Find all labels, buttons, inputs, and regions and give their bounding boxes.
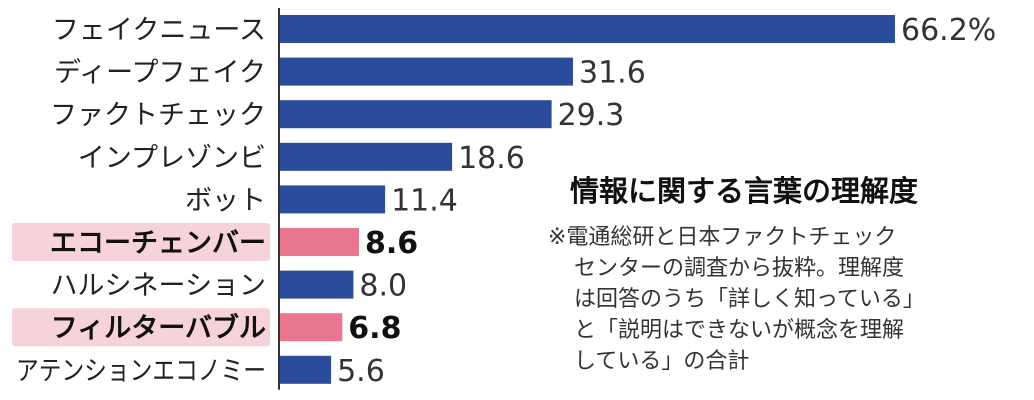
category-label: アテンションエコノミー xyxy=(16,356,266,387)
data-label: 8.0 xyxy=(359,269,407,304)
note-line: と「説明はできないが概念を理解 xyxy=(574,318,905,343)
chart-title: 情報に関する言葉の理解度 xyxy=(570,174,919,208)
bar xyxy=(279,15,895,43)
category-label: ボット xyxy=(185,185,266,216)
category-highlight-bg xyxy=(12,308,270,347)
data-label: 29.3 xyxy=(558,98,625,133)
category-label: ハルシネーション xyxy=(51,271,266,302)
note-line: は回答のうち「詳しく知っている」 xyxy=(574,287,925,312)
bar xyxy=(279,57,573,86)
category-label: エコーチェンバー xyxy=(50,228,266,259)
data-label: 5.6 xyxy=(337,354,385,389)
data-label: 18.6 xyxy=(458,141,525,176)
bar xyxy=(279,313,343,342)
category-label: フェイクニュース xyxy=(52,15,266,46)
bar xyxy=(279,142,453,171)
data-label: 6.8 xyxy=(348,311,401,346)
category-highlight-bg xyxy=(12,223,270,261)
bar xyxy=(279,100,552,129)
bar xyxy=(279,270,354,299)
note-line: センターの調査から抜粋。理解度 xyxy=(574,256,905,281)
bar xyxy=(279,355,332,384)
bar xyxy=(279,185,386,214)
data-label: 31.6 xyxy=(579,56,646,91)
note-line: ※電通総研と日本ファクトチェック xyxy=(548,225,897,250)
category-label: インプレゾンビ xyxy=(78,143,266,174)
note-line: している」の合計 xyxy=(574,349,750,374)
data-label: 11.4 xyxy=(391,183,458,218)
data-label: 8.6 xyxy=(365,226,418,261)
bar xyxy=(279,228,359,256)
category-label: フィルターバブル xyxy=(51,312,266,344)
category-label: ディープフェイク xyxy=(54,58,266,89)
category-label: ファクトチェック xyxy=(50,100,266,131)
chart-note: ※電通総研と日本ファクトチェック センターの調査から抜粋。理解度 は回答のうち「… xyxy=(548,222,1028,377)
data-label: 66.2% xyxy=(901,13,996,48)
